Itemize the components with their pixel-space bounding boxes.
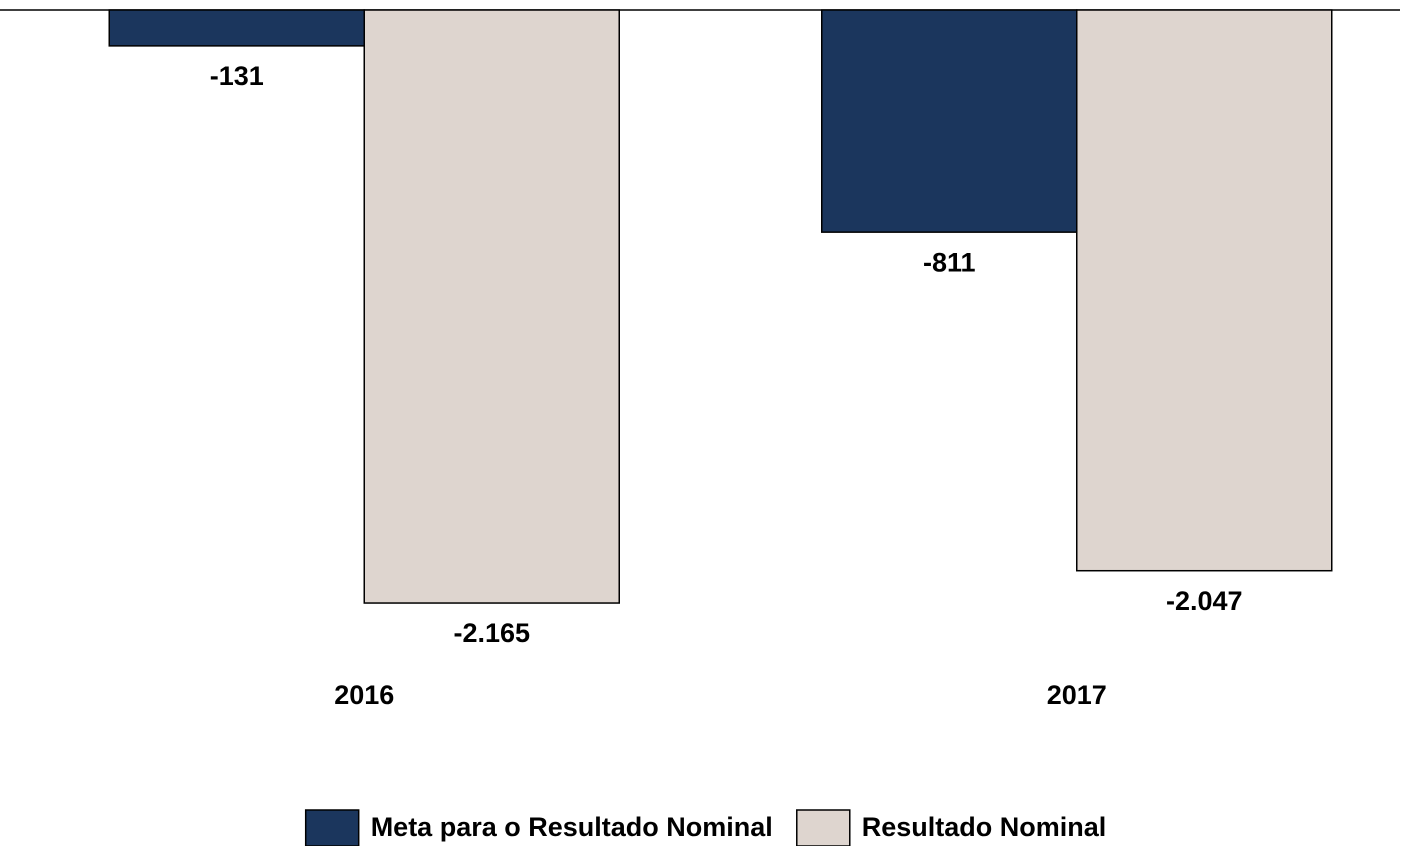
bar [363, 9, 620, 604]
bar [1076, 9, 1333, 572]
bar [821, 9, 1078, 233]
bar [108, 9, 365, 47]
data-label: -2.047 [1166, 586, 1243, 616]
legend-swatch [796, 809, 851, 846]
data-label: -2.165 [453, 618, 530, 648]
x-tick-label: 2016 [334, 680, 394, 710]
data-label: -811 [923, 247, 976, 277]
legend-swatch [304, 809, 360, 846]
legend-label: Resultado Nominal [862, 812, 1107, 842]
data-label: -131 [210, 61, 264, 91]
x-tick-label: 2017 [1047, 680, 1107, 710]
legend-label: Meta para o Resultado Nominal [371, 812, 773, 842]
